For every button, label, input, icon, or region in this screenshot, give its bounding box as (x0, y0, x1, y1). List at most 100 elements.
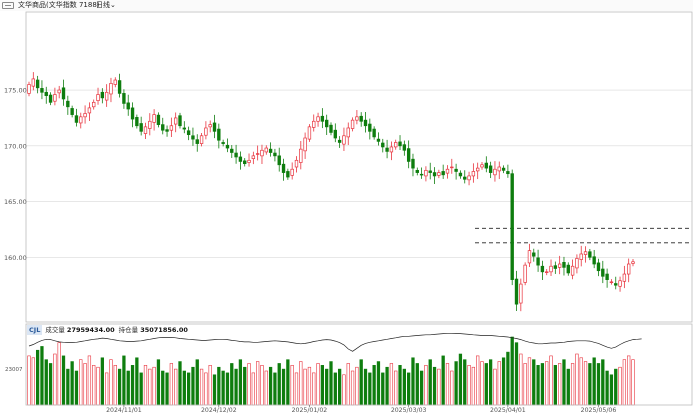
candle-up (303, 137, 307, 152)
volume-bar (471, 366, 476, 406)
volume-bar (432, 366, 437, 406)
volume-bar (450, 370, 454, 406)
volume-bar (53, 353, 57, 406)
volume-bar (143, 365, 148, 406)
volume-bar (230, 363, 234, 406)
period-selector[interactable]: 日线⌄ (96, 0, 116, 10)
candle-up (424, 169, 428, 177)
candle-down (156, 114, 161, 125)
candle-up (57, 89, 61, 94)
candle-down (217, 128, 221, 141)
volume-bar (48, 363, 53, 406)
window-icon[interactable] (2, 2, 14, 9)
y-tick-label: 175.00 (4, 87, 27, 95)
candle-down (532, 252, 536, 257)
volume-bar (325, 368, 329, 406)
candle-up (148, 120, 152, 129)
volume-bar (307, 366, 312, 406)
volume-bar (161, 370, 165, 406)
volume-bar (415, 363, 419, 406)
candle-down (506, 171, 510, 175)
volume-bar (337, 368, 342, 406)
candle-up (583, 251, 588, 255)
volume-bar (419, 370, 424, 406)
candle-up (626, 263, 631, 275)
candle-up (342, 135, 346, 145)
volume-bar (497, 361, 501, 406)
candle-down (601, 268, 605, 277)
candle-up (350, 119, 355, 129)
candle-down (286, 171, 290, 178)
volume-bar (411, 357, 415, 406)
volume-bar (277, 363, 281, 406)
candle-down (337, 139, 342, 143)
volume-bar (79, 359, 83, 406)
candle-up (316, 116, 320, 122)
volume-bar (251, 372, 255, 406)
volume-bar (549, 355, 553, 406)
instrument-title[interactable]: 文华商品(文华指数 7188) (18, 1, 100, 9)
volume-bar (484, 363, 488, 406)
candle-down (372, 128, 376, 138)
volume-bar (575, 353, 579, 406)
candle-up (143, 126, 148, 134)
open-interest-line (28, 332, 642, 352)
candle-up (152, 114, 156, 123)
candle-up (437, 172, 441, 176)
volume-bar (454, 361, 458, 406)
candle-down (419, 173, 424, 176)
candle-up (394, 142, 398, 148)
candle-down (66, 100, 70, 108)
candle-up (87, 107, 92, 114)
volume-bar (148, 368, 152, 406)
candle-up (497, 166, 501, 172)
candle-down (324, 119, 329, 128)
volume-bar (488, 359, 493, 406)
candle-down (40, 88, 44, 93)
volume-bar (389, 363, 394, 406)
volume-bar (225, 372, 230, 406)
y-tick-label: 160.00 (4, 254, 27, 262)
volume-bar (126, 370, 130, 406)
candle-down (463, 176, 467, 180)
volume-bar (540, 363, 545, 406)
candle-down (562, 261, 566, 268)
candle-down (130, 107, 135, 120)
candle-up (204, 127, 208, 136)
candle-up (96, 94, 100, 102)
volume-bar (320, 365, 325, 406)
candlestick-series (27, 72, 635, 312)
indicator-symbol[interactable]: CJL (27, 325, 43, 335)
volume-bar (27, 355, 31, 406)
volume-bar (424, 365, 428, 406)
volume-bar (394, 370, 398, 406)
y-tick-label: 165.00 (4, 198, 27, 206)
open-interest-series (28, 332, 642, 352)
volume-bar (117, 368, 122, 406)
candle-up (27, 84, 31, 94)
candle-down (178, 115, 182, 127)
volume-bar (532, 359, 536, 406)
volume-bar (545, 361, 549, 406)
volume-bar (445, 363, 450, 406)
volume-bar (66, 368, 70, 406)
candle-up (346, 127, 350, 138)
candle-down (122, 93, 126, 104)
volume-bar (523, 363, 527, 406)
candle-up (631, 261, 635, 264)
volume-bar (592, 357, 596, 406)
candle-down (333, 129, 338, 139)
grid-lines (26, 89, 692, 258)
volume-bar (493, 368, 497, 406)
x-tick-label: 2025/04/01 (490, 407, 526, 413)
candle-up (523, 264, 527, 283)
candle-down (540, 265, 545, 273)
candle-up (92, 101, 96, 108)
volume-bar (268, 366, 273, 406)
volume-bar (618, 366, 622, 406)
candle-up (290, 168, 294, 176)
volume-bar (256, 361, 260, 406)
candle-down (376, 138, 381, 142)
candle-up (389, 146, 394, 153)
